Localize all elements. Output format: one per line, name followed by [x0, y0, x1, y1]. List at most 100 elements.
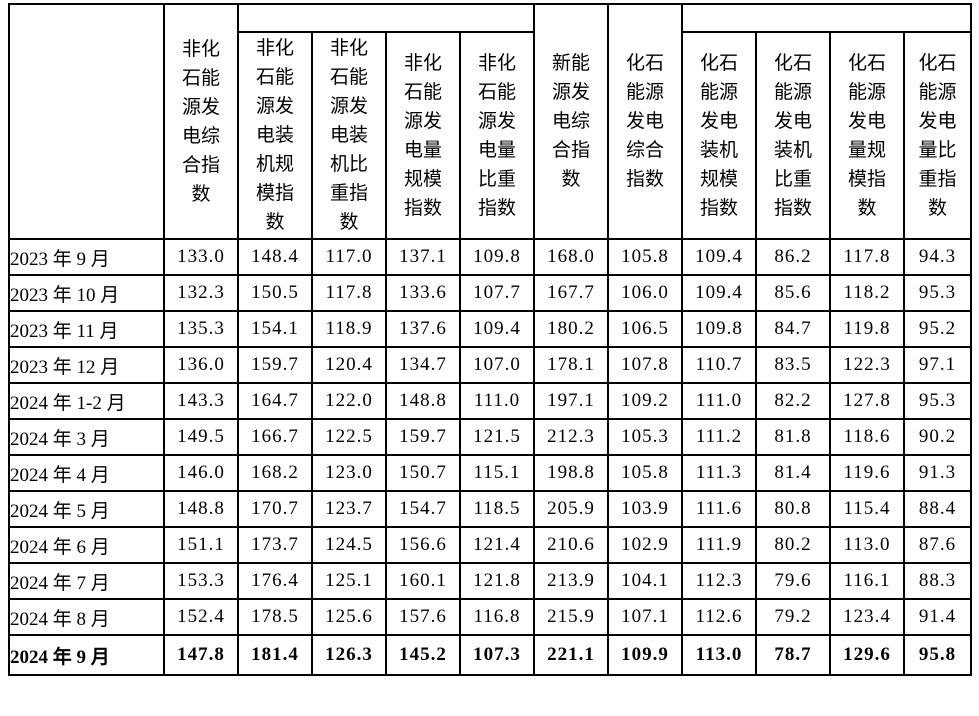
value-cell: 111.6	[681, 490, 757, 528]
value-cell: 150.7	[385, 454, 461, 492]
value-cell: 107.3	[459, 634, 535, 676]
table-row: 2024 年 9 月 147.8 181.4 126.3 145.2 107.3 221.1…	[8, 634, 972, 676]
value-cell: 95.8	[903, 634, 972, 676]
value-cell: 118.9	[311, 310, 387, 348]
col-header-fossil-generation-scale: 化石 能源 发电 量规 模指 数	[829, 31, 905, 240]
value-cell: 106.0	[607, 274, 683, 312]
col-header-non-fossil-capacity-scale: 非化 石能 源发 电装 机规 模指 数	[237, 31, 313, 240]
value-cell: 112.6	[681, 598, 757, 636]
value-cell: 107.0	[459, 346, 535, 384]
value-cell: 83.5	[755, 346, 831, 384]
table-row: 2024 年 1-2 月 143.3 164.7 122.0 148.8 111.0 197…	[8, 382, 972, 420]
corner-cell	[8, 3, 165, 240]
value-cell: 111.3	[681, 454, 757, 492]
value-cell: 88.4	[903, 490, 972, 528]
date-cell: 2024 年 4 月	[8, 454, 165, 492]
value-cell: 80.2	[755, 526, 831, 564]
value-cell: 122.0	[311, 382, 387, 420]
value-cell: 159.7	[385, 418, 461, 456]
value-cell: 111.0	[681, 382, 757, 420]
table-row: 2024 年 5 月 148.8 170.7 123.7 154.7 118.5 205.9…	[8, 490, 972, 528]
value-cell: 116.8	[459, 598, 535, 636]
table-row: 2024 年 8 月 152.4 178.5 125.6 157.6 116.8 215.9…	[8, 598, 972, 636]
value-cell: 91.3	[903, 454, 972, 492]
value-cell: 154.1	[237, 310, 313, 348]
date-cell: 2023 年 10 月	[8, 274, 165, 312]
value-cell: 105.8	[607, 454, 683, 492]
value-cell: 213.9	[533, 562, 609, 600]
date-cell: 2024 年 1-2 月	[8, 382, 165, 420]
col-header-fossil-capacity-scale: 化石 能源 发电 装机 规模 指数	[681, 31, 757, 240]
value-cell: 210.6	[533, 526, 609, 564]
header-row-top: 非化 石能 源发 电综 合指 数 新能 源发 电综 合指 数 化石 能源 发电 …	[8, 3, 972, 240]
col-header-non-fossil-generation-scale: 非化 石能 源发 电量 规模 指数	[385, 31, 461, 240]
value-cell: 103.9	[607, 490, 683, 528]
value-cell: 107.8	[607, 346, 683, 384]
value-cell: 107.1	[607, 598, 683, 636]
col-header-non-fossil-capacity-share: 非化 石能 源发 电装 机比 重指 数	[311, 31, 387, 240]
value-cell: 95.3	[903, 382, 972, 420]
date-cell: 2024 年 3 月	[8, 418, 165, 456]
value-cell: 109.4	[459, 310, 535, 348]
value-cell: 123.7	[311, 490, 387, 528]
value-cell: 212.3	[533, 418, 609, 456]
value-cell: 109.8	[459, 238, 535, 276]
value-cell: 105.3	[607, 418, 683, 456]
value-cell: 124.5	[311, 526, 387, 564]
value-cell: 137.6	[385, 310, 461, 348]
value-cell: 205.9	[533, 490, 609, 528]
value-cell: 198.8	[533, 454, 609, 492]
value-cell: 115.4	[829, 490, 905, 528]
value-cell: 126.3	[311, 634, 387, 676]
value-cell: 113.0	[681, 634, 757, 676]
value-cell: 149.5	[163, 418, 239, 456]
value-cell: 82.2	[755, 382, 831, 420]
value-cell: 150.5	[237, 274, 313, 312]
value-cell: 170.7	[237, 490, 313, 528]
value-cell: 111.2	[681, 418, 757, 456]
value-cell: 110.7	[681, 346, 757, 384]
value-cell: 145.2	[385, 634, 461, 676]
value-cell: 122.3	[829, 346, 905, 384]
value-cell: 129.6	[829, 634, 905, 676]
value-cell: 119.6	[829, 454, 905, 492]
date-cell: 2023 年 9 月	[8, 238, 165, 276]
table-row: 2024 年 7 月 153.3 176.4 125.1 160.1 121.8 213.9…	[8, 562, 972, 600]
table-row: 2024 年 3 月 149.5 166.7 122.5 159.7 121.5 212.3…	[8, 418, 972, 456]
date-cell: 2023 年 12 月	[8, 346, 165, 384]
value-cell: 137.1	[385, 238, 461, 276]
value-cell: 118.2	[829, 274, 905, 312]
header-row-inset: 非化 石能 源发 电装 机规 模指 数 非化 石能 源发 电装 机比 重指 数 …	[9, 31, 972, 240]
value-cell: 132.3	[163, 274, 239, 312]
value-cell: 118.5	[459, 490, 535, 528]
value-cell: 85.6	[755, 274, 831, 312]
table-row: 2023 年 12 月 136.0 159.7 120.4 134.7 107.0 178.…	[8, 346, 972, 384]
value-cell: 119.8	[829, 310, 905, 348]
value-cell: 135.3	[163, 310, 239, 348]
header-gap-strip-right	[681, 3, 972, 33]
value-cell: 113.0	[829, 526, 905, 564]
value-cell: 111.0	[459, 382, 535, 420]
value-cell: 148.8	[385, 382, 461, 420]
value-cell: 168.0	[533, 238, 609, 276]
value-cell: 97.1	[903, 346, 972, 384]
value-cell: 143.3	[163, 382, 239, 420]
value-cell: 120.4	[311, 346, 387, 384]
value-cell: 87.6	[903, 526, 972, 564]
value-cell: 95.2	[903, 310, 972, 348]
value-cell: 79.2	[755, 598, 831, 636]
value-cell: 178.1	[533, 346, 609, 384]
value-cell: 80.8	[755, 490, 831, 528]
value-cell: 122.5	[311, 418, 387, 456]
value-cell: 121.5	[459, 418, 535, 456]
value-cell: 176.4	[237, 562, 313, 600]
value-cell: 133.0	[163, 238, 239, 276]
value-cell: 168.2	[237, 454, 313, 492]
value-cell: 148.4	[237, 238, 313, 276]
value-cell: 121.8	[459, 562, 535, 600]
value-cell: 107.7	[459, 274, 535, 312]
value-cell: 118.6	[829, 418, 905, 456]
value-cell: 81.8	[755, 418, 831, 456]
value-cell: 90.2	[903, 418, 972, 456]
